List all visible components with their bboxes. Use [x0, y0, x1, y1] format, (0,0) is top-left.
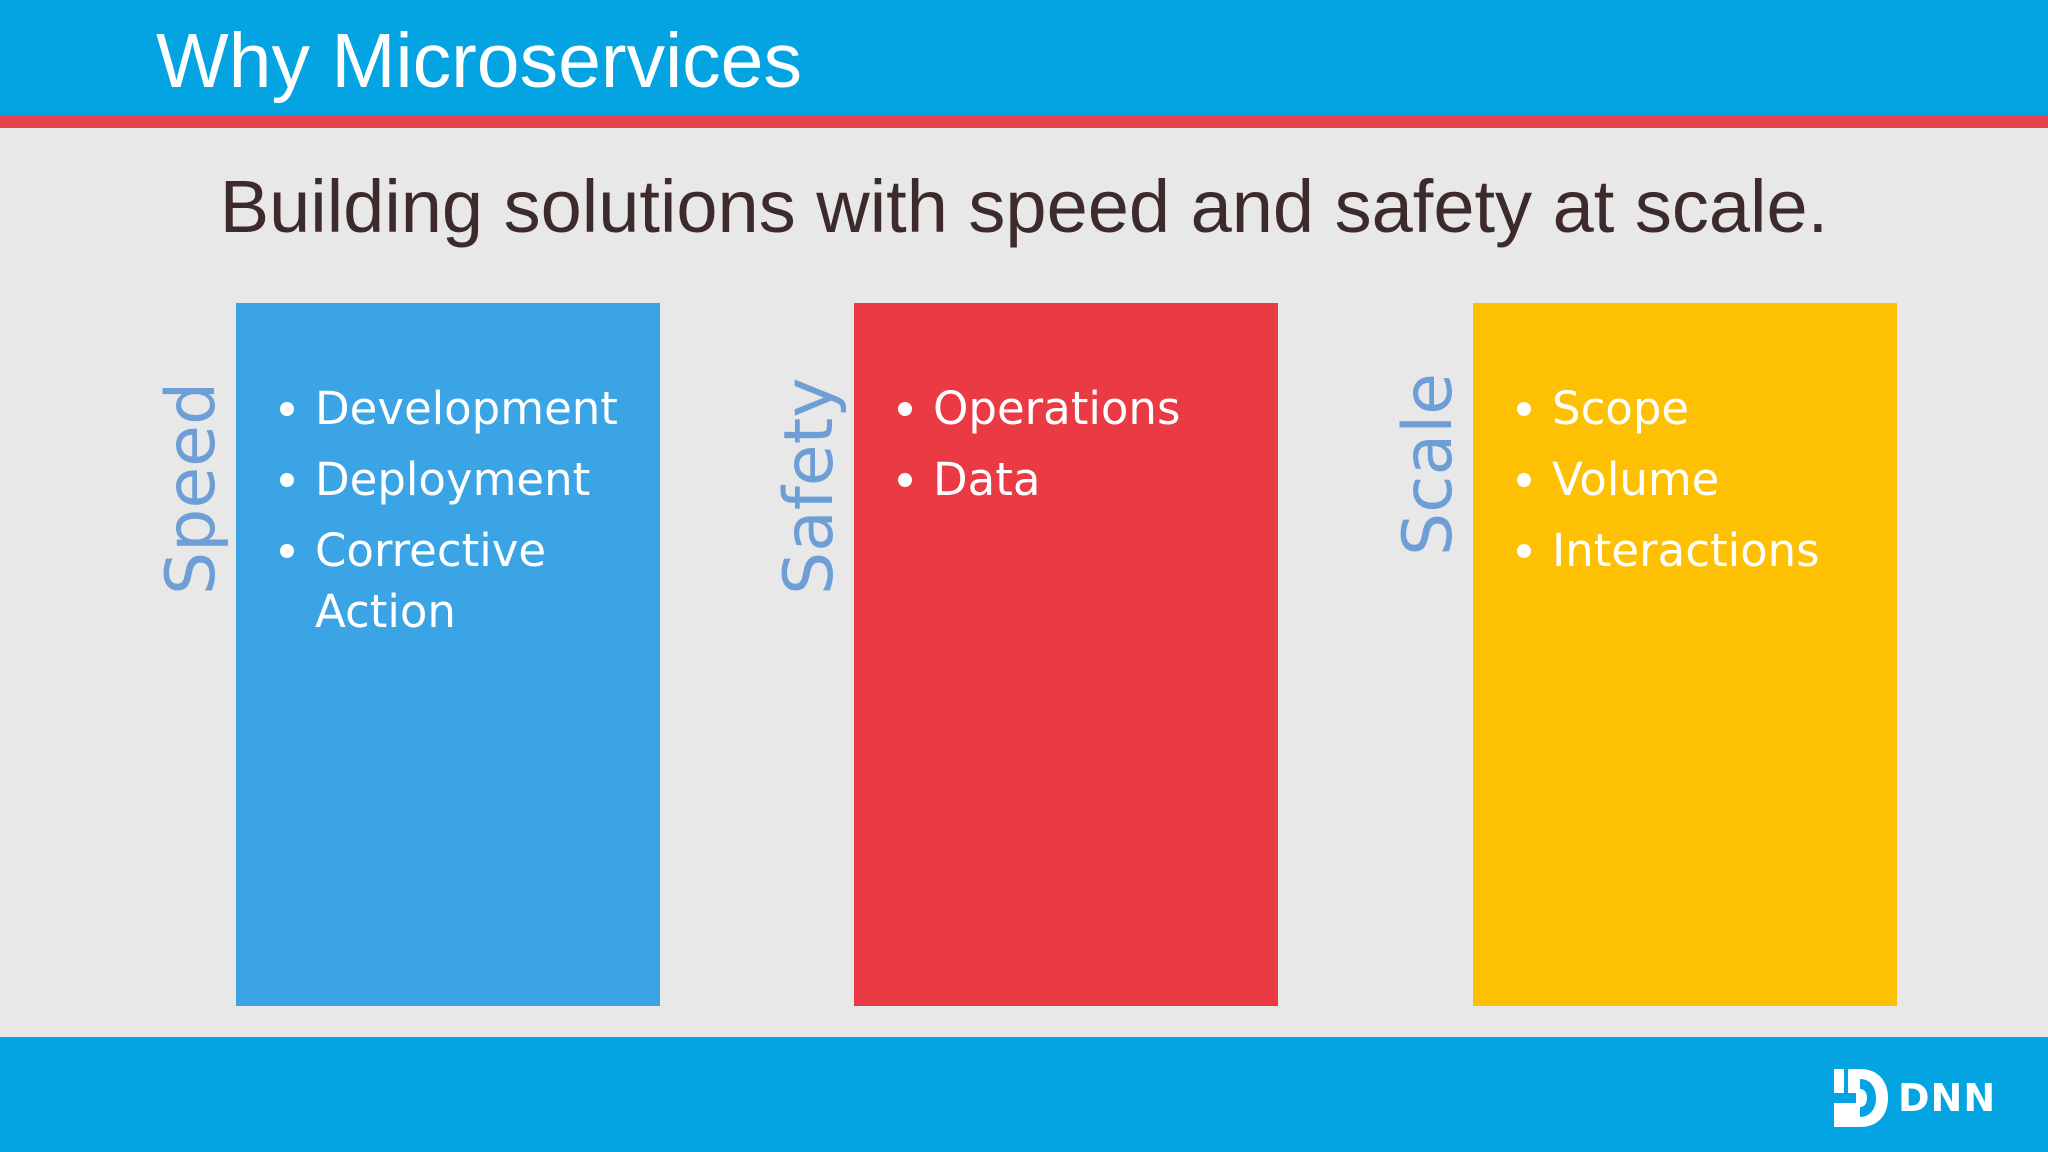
header-accent-rule — [0, 115, 2048, 128]
dnn-logo-icon — [1834, 1069, 1888, 1127]
pillar-box-speed — [236, 303, 660, 1006]
pillar-label-speed: Speed — [152, 381, 231, 595]
bullet-item: Data — [896, 449, 1276, 510]
bullet-item: Interactions — [1515, 520, 1895, 581]
pillar-label-safety: Safety — [770, 377, 849, 595]
bullet-text: Volume — [1552, 453, 1720, 506]
bullet-text: Interactions — [1552, 524, 1820, 577]
header-bar — [0, 0, 2048, 115]
pillar-label-scale: Scale — [1389, 373, 1468, 556]
bullet-dot-icon — [1517, 473, 1531, 487]
bullet-item: Volume — [1515, 449, 1895, 510]
pillar-box-safety — [854, 303, 1278, 1006]
bullet-dot-icon — [898, 402, 912, 416]
slide-title: Why Microservices — [156, 18, 803, 104]
slide-subtitle: Building solutions with speed and safety… — [219, 165, 1829, 248]
bullet-dot-icon — [280, 544, 294, 558]
bullet-list-safety: Operations Data — [896, 378, 1276, 520]
bullet-text: Operations — [933, 382, 1181, 435]
bullet-dot-icon — [898, 473, 912, 487]
pillar-box-scale — [1473, 303, 1897, 1006]
bullet-item: Deployment — [278, 449, 658, 510]
bullet-text: Scope — [1552, 382, 1690, 435]
bullet-item: Operations — [896, 378, 1276, 439]
dnn-logo: DNN — [1830, 1067, 1996, 1129]
bullet-item: Scope — [1515, 378, 1895, 439]
footer-bar — [0, 1037, 2048, 1152]
bullet-item: Corrective Action — [278, 520, 658, 642]
bullet-dot-icon — [280, 402, 294, 416]
bullet-text: Corrective Action — [315, 524, 547, 638]
bullet-text: Data — [933, 453, 1041, 506]
bullet-text: Development — [315, 382, 618, 435]
bullet-text: Deployment — [315, 453, 591, 506]
bullet-dot-icon — [280, 473, 294, 487]
bullet-item: Development — [278, 378, 658, 439]
bullet-list-scale: Scope Volume Interactions — [1515, 378, 1895, 591]
logo-wordmark: DNN — [1898, 1076, 1997, 1120]
bullet-list-speed: Development Deployment Corrective Action — [278, 378, 658, 652]
bullet-dot-icon — [1517, 402, 1531, 416]
bullet-dot-icon — [1517, 544, 1531, 558]
